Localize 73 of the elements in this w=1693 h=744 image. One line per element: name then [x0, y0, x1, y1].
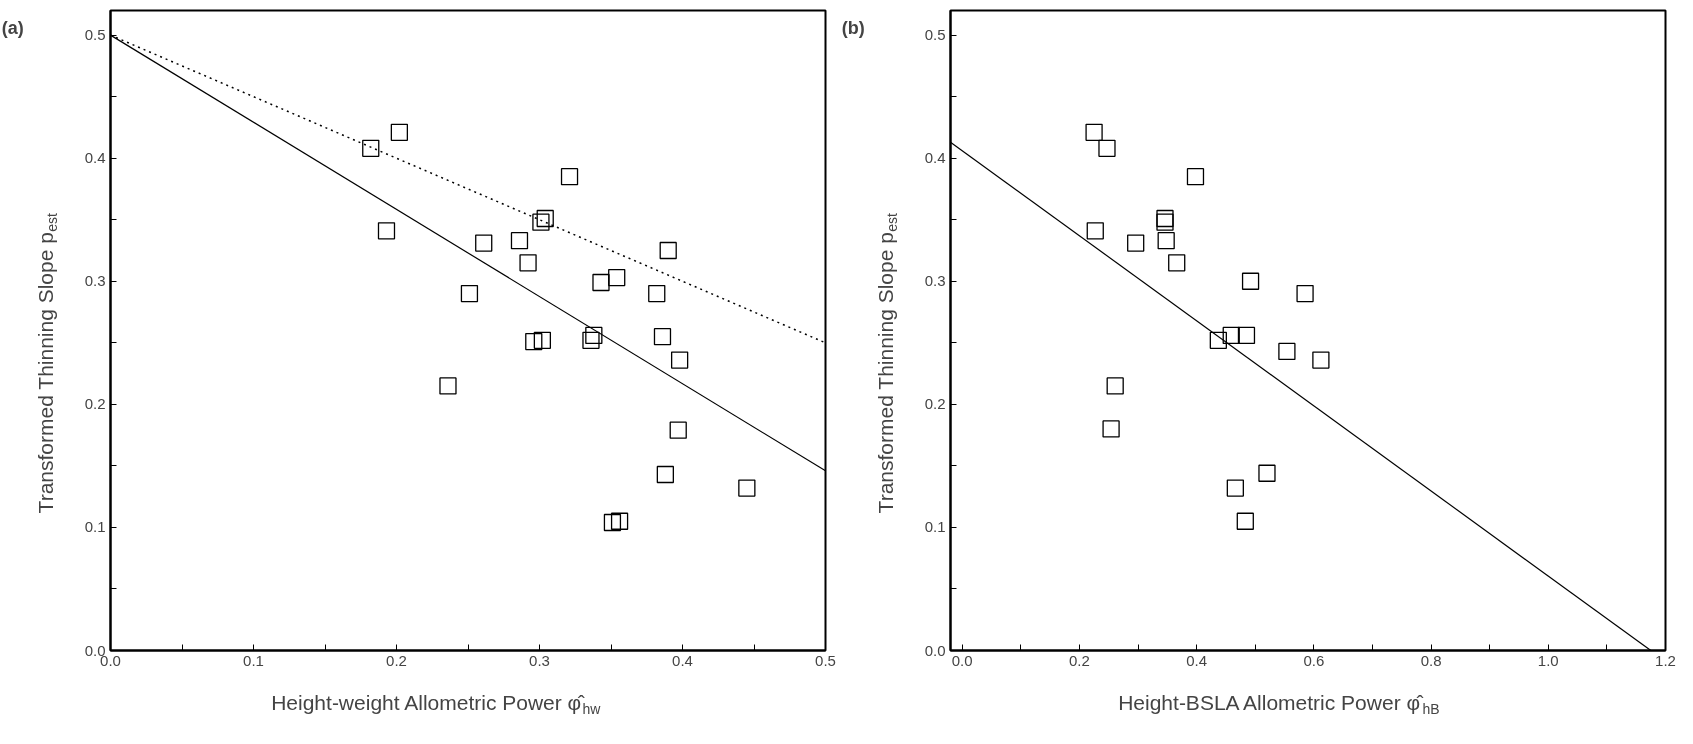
- point: [1086, 222, 1104, 240]
- x-tick-label: 0.2: [1069, 651, 1090, 669]
- point: [1226, 479, 1244, 497]
- point: [1102, 420, 1120, 438]
- x-tick-label: 0.0: [951, 651, 973, 669]
- point: [669, 421, 687, 439]
- text: (b): [841, 17, 865, 38]
- y-tick-label: 0.5: [924, 26, 946, 44]
- y-tick-label: 0.4: [84, 149, 106, 167]
- point: [1237, 326, 1256, 345]
- point: [653, 328, 672, 346]
- point: [532, 213, 550, 231]
- point: [585, 326, 603, 345]
- point: [610, 512, 629, 530]
- point: [648, 284, 666, 303]
- y-axis-title: Transformed Thinning Slope pest: [34, 212, 60, 514]
- point: [1258, 464, 1276, 482]
- point: [592, 273, 610, 292]
- x-tick-label: 0.4: [1186, 651, 1208, 669]
- point: [1186, 168, 1205, 186]
- point: [1236, 512, 1254, 530]
- point: [1106, 377, 1124, 395]
- point: [377, 222, 396, 240]
- point: [460, 284, 479, 303]
- point: [510, 232, 529, 250]
- point: [1296, 284, 1314, 303]
- y-tick-label: 0.3: [924, 272, 946, 290]
- point: [1168, 254, 1186, 272]
- x-tick-label: 0.1: [243, 651, 264, 669]
- x-tick-label: 0.6: [1303, 651, 1325, 669]
- point: [390, 123, 409, 141]
- point: [1085, 123, 1103, 141]
- point: [362, 139, 380, 157]
- point: [1156, 209, 1174, 228]
- point: [608, 268, 626, 287]
- y-tick-label: 0.1: [924, 518, 946, 536]
- y-tick-label: 0.2: [84, 395, 106, 413]
- y-tick-label: 0.2: [924, 395, 946, 413]
- point: [533, 331, 552, 349]
- point: [525, 332, 543, 351]
- x-tick-label: 1.2: [1655, 651, 1676, 669]
- point: [656, 465, 674, 484]
- point: [659, 241, 677, 260]
- point: [1209, 331, 1227, 349]
- point: [1312, 351, 1330, 369]
- x-tick-label: 0.5: [815, 651, 836, 669]
- x-tick-label: 0.8: [1420, 651, 1442, 669]
- point: [738, 479, 756, 497]
- point: [519, 254, 537, 272]
- point: [1127, 234, 1145, 252]
- x-tick-label: 0.4: [672, 651, 693, 669]
- point: [1098, 139, 1116, 157]
- x-tick-label: 0.3: [529, 651, 550, 669]
- y-axis-title: Transformed Thinning Slope pest: [874, 212, 900, 514]
- point: [582, 331, 600, 349]
- text: (a): [1, 17, 24, 38]
- point: [1278, 342, 1296, 361]
- point: [536, 209, 554, 228]
- point: [1157, 232, 1175, 250]
- point: [560, 168, 579, 186]
- point: [475, 234, 493, 252]
- point: [1241, 272, 1260, 290]
- y-tick-label: 0.5: [84, 26, 106, 44]
- x-tick-label: 0.2: [386, 651, 407, 669]
- y-tick-label: 0.4: [924, 149, 946, 167]
- point: [603, 513, 622, 532]
- point: [439, 377, 457, 395]
- y-tick-label: 0.1: [84, 518, 106, 536]
- point: [1156, 213, 1174, 231]
- point: [670, 351, 689, 369]
- point: [1222, 326, 1240, 345]
- y-tick-label: 0.3: [84, 272, 106, 290]
- x-tick-label: 1.0: [1537, 651, 1559, 669]
